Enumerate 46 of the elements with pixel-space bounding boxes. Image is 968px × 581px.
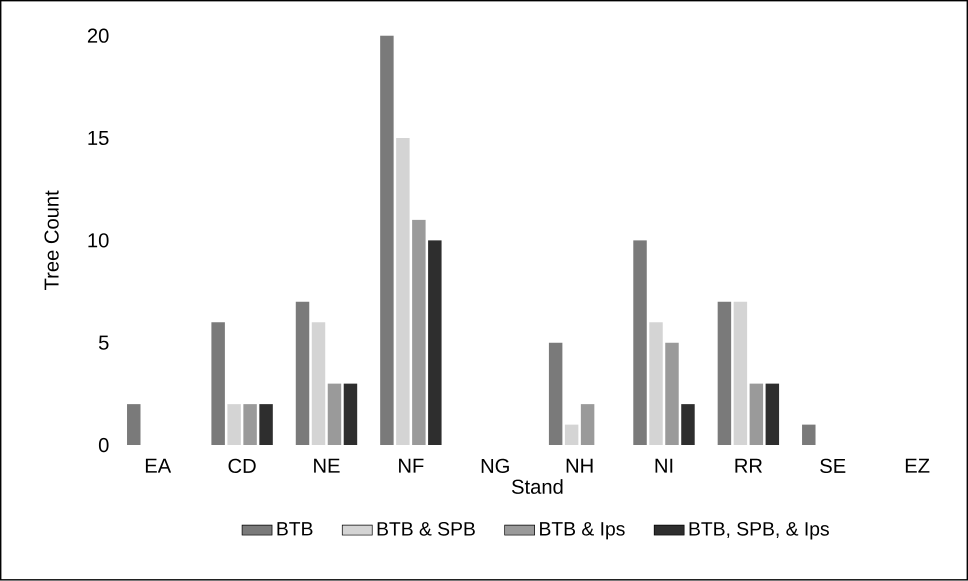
bar — [227, 404, 241, 446]
x-tick-label: NF — [399, 458, 424, 473]
x-tick-label: NE — [314, 458, 340, 473]
y-axis-title: Tree Count — [44, 190, 59, 290]
bar — [428, 240, 442, 446]
bar — [802, 424, 816, 446]
bar — [328, 384, 342, 446]
bar — [412, 220, 426, 446]
legend-label: BTB & SPB — [378, 522, 475, 536]
y-tick-label: 0 — [98, 438, 109, 452]
bar — [718, 302, 732, 446]
bar — [127, 404, 141, 446]
bar — [633, 240, 647, 446]
y-tick-label: 20 — [88, 28, 109, 44]
bar — [344, 384, 358, 446]
bar — [734, 302, 748, 446]
bar — [396, 138, 410, 446]
bar — [380, 36, 394, 446]
y-tick-label: 10 — [88, 233, 109, 248]
bar — [548, 342, 562, 446]
bar — [649, 322, 663, 446]
bar — [312, 322, 326, 446]
bar — [681, 404, 695, 446]
x-tick-label: RR — [735, 458, 762, 473]
y-tick-label: 5 — [98, 336, 108, 350]
x-tick-label: EZ — [906, 458, 930, 473]
x-tick-label: EA — [146, 458, 172, 473]
bar — [211, 322, 225, 446]
y-tick-label: 15 — [88, 131, 108, 146]
bar — [766, 384, 780, 446]
bar — [259, 404, 273, 446]
x-tick-label: NI — [656, 458, 672, 473]
legend-label: BTB & Ips — [540, 522, 625, 540]
x-tick-label: CD — [228, 458, 256, 474]
legend-label: BTB — [277, 522, 312, 536]
legend-label: BTB, SPB, & Ips — [690, 522, 829, 540]
bar — [296, 302, 310, 446]
bar — [564, 424, 578, 446]
bar — [665, 342, 679, 446]
x-tick-label: NH — [566, 458, 593, 473]
x-tick-label: NG — [482, 458, 509, 474]
bar — [750, 384, 764, 446]
bar — [243, 404, 257, 446]
x-axis-title: Stand — [512, 479, 562, 494]
bar — [580, 404, 594, 446]
x-tick-label: SE — [820, 458, 846, 474]
